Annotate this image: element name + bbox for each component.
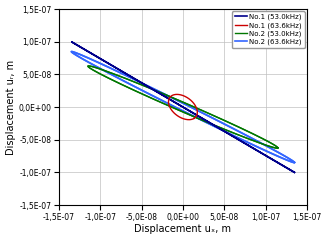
- No.1 (53.0kHz): [70, 41, 74, 43]
- No.1 (53.0kHz): [69, 40, 73, 43]
- No.2 (53.0kHz): [274, 145, 278, 148]
- No.2 (63.6kHz): [208, 115, 212, 118]
- No.2 (53.0kHz): [86, 65, 90, 68]
- No.2 (53.0kHz): [275, 147, 279, 150]
- No.1 (63.6kHz): [171, 94, 175, 97]
- No.2 (63.6kHz): [287, 159, 291, 162]
- No.2 (53.0kHz): [271, 146, 275, 149]
- No.1 (53.0kHz): [292, 171, 296, 174]
- No.2 (53.0kHz): [276, 146, 280, 149]
- Y-axis label: Displacement uᵣ, m: Displacement uᵣ, m: [6, 60, 16, 155]
- No.1 (53.0kHz): [291, 170, 295, 173]
- No.2 (53.0kHz): [89, 67, 93, 70]
- No.1 (63.6kHz): [192, 117, 196, 120]
- No.1 (53.0kHz): [291, 170, 295, 173]
- Line: No.1 (63.6kHz): No.1 (63.6kHz): [168, 94, 197, 120]
- No.2 (63.6kHz): [291, 159, 295, 162]
- X-axis label: Displacement uₓ, m: Displacement uₓ, m: [134, 224, 232, 234]
- No.1 (63.6kHz): [190, 118, 194, 121]
- Line: No.1 (53.0kHz): No.1 (53.0kHz): [71, 42, 294, 172]
- No.2 (63.6kHz): [292, 161, 296, 164]
- No.1 (63.6kHz): [172, 93, 176, 96]
- No.1 (63.6kHz): [187, 118, 191, 121]
- No.1 (53.0kHz): [287, 168, 291, 170]
- No.2 (63.6kHz): [70, 50, 74, 53]
- No.2 (53.0kHz): [274, 145, 278, 148]
- No.2 (53.0kHz): [204, 111, 208, 114]
- No.2 (63.6kHz): [292, 161, 296, 164]
- No.2 (63.6kHz): [292, 161, 296, 164]
- No.2 (63.6kHz): [73, 53, 77, 56]
- No.1 (53.0kHz): [207, 121, 211, 124]
- No.1 (53.0kHz): [292, 171, 296, 174]
- Line: No.2 (53.0kHz): No.2 (53.0kHz): [88, 66, 278, 148]
- Line: No.2 (63.6kHz): No.2 (63.6kHz): [71, 52, 294, 162]
- No.1 (63.6kHz): [192, 117, 196, 120]
- No.2 (53.0kHz): [87, 65, 91, 67]
- No.2 (63.6kHz): [70, 51, 74, 54]
- No.1 (63.6kHz): [190, 118, 194, 121]
- No.2 (53.0kHz): [276, 146, 280, 149]
- No.1 (63.6kHz): [175, 93, 179, 96]
- No.1 (63.6kHz): [175, 114, 179, 117]
- No.2 (63.6kHz): [291, 159, 295, 162]
- Legend: No.1 (53.0kHz), No.1 (63.6kHz), No.2 (53.0kHz), No.2 (63.6kHz): No.1 (53.0kHz), No.1 (63.6kHz), No.2 (53…: [232, 11, 305, 48]
- No.1 (63.6kHz): [195, 114, 198, 117]
- No.1 (53.0kHz): [73, 42, 77, 45]
